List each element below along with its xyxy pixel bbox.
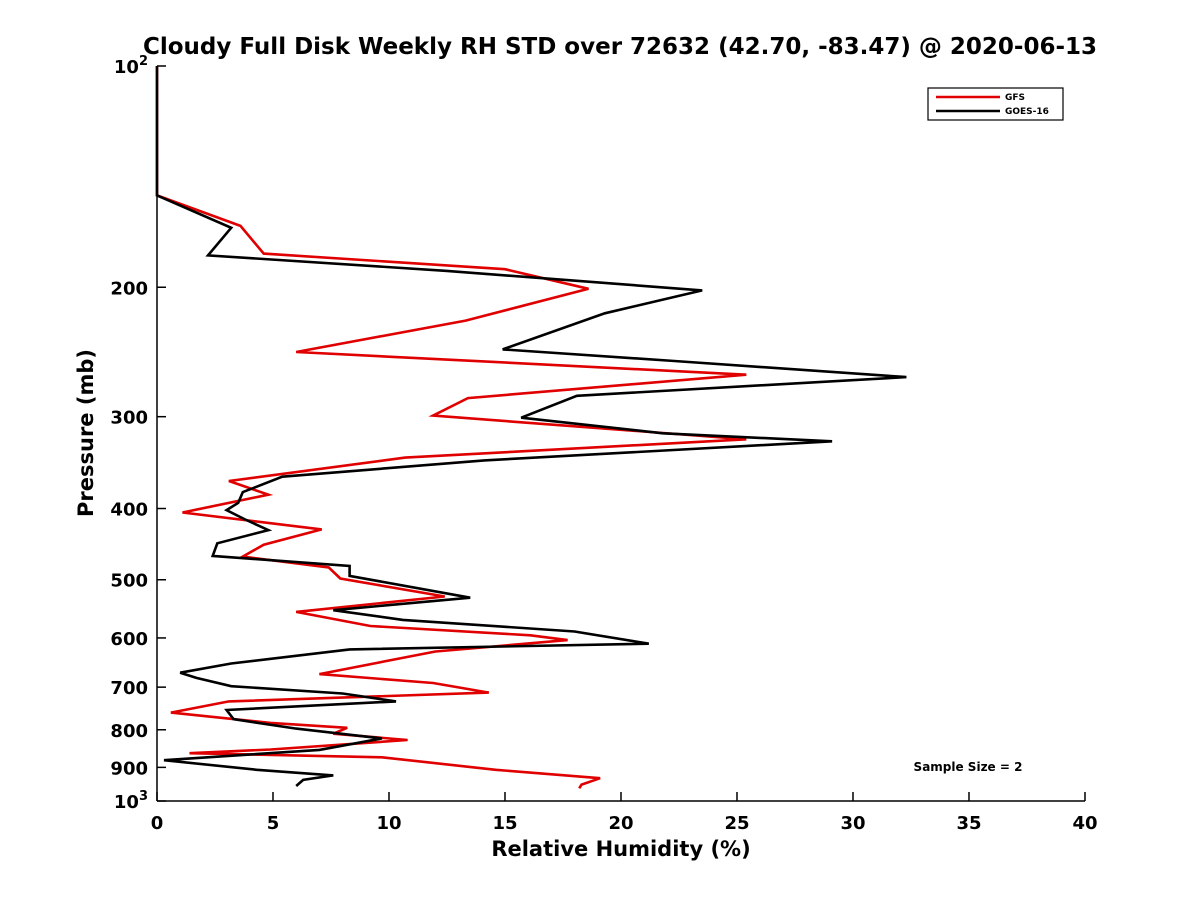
series-layer xyxy=(155,66,907,790)
x-tick-label: 30 xyxy=(840,813,865,834)
legend: GFS GOES-16 xyxy=(927,87,1064,121)
legend-label: GOES-16 xyxy=(1005,107,1049,117)
y-tick-label: 102 xyxy=(114,54,148,78)
series-line-gfs xyxy=(155,66,747,790)
y-tick-label: 200 xyxy=(110,278,148,299)
x-tick-label: 20 xyxy=(608,813,633,834)
x-tick-label: 10 xyxy=(376,813,401,834)
y-tick-label: 800 xyxy=(110,721,148,742)
y-tick-label: 700 xyxy=(110,678,148,699)
legend-items: GFS GOES-16 xyxy=(936,93,1049,117)
y-ticks: 102 200 300 400 500 600 700 800 900 103 xyxy=(110,54,166,813)
legend-box xyxy=(927,87,1064,121)
x-axis-label: Relative Humidity (%) xyxy=(491,837,750,861)
sample-size-annotation: Sample Size = 2 xyxy=(914,760,1023,774)
legend-label: GFS xyxy=(1005,93,1025,103)
x-tick-label: 5 xyxy=(267,813,280,834)
x-tick-label: 40 xyxy=(1072,813,1097,834)
x-tick-label: 15 xyxy=(492,813,517,834)
y-tick-label: 103 xyxy=(114,789,148,813)
x-ticks: 0 5 10 15 20 25 30 35 40 xyxy=(151,792,1098,834)
x-tick-label: 25 xyxy=(724,813,749,834)
x-tick-label: 0 xyxy=(151,813,164,834)
y-tick-label: 400 xyxy=(110,500,148,521)
y-tick-label: 600 xyxy=(110,629,148,650)
x-tick-label: 35 xyxy=(956,813,981,834)
chart-title: Cloudy Full Disk Weekly RH STD over 7263… xyxy=(143,34,1097,60)
series-line-goes-16 xyxy=(155,66,907,787)
y-axis-label: Pressure (mb) xyxy=(74,349,98,517)
y-tick-label: 900 xyxy=(110,758,148,779)
y-tick-label: 500 xyxy=(110,571,148,592)
y-tick-label: 300 xyxy=(110,408,148,429)
